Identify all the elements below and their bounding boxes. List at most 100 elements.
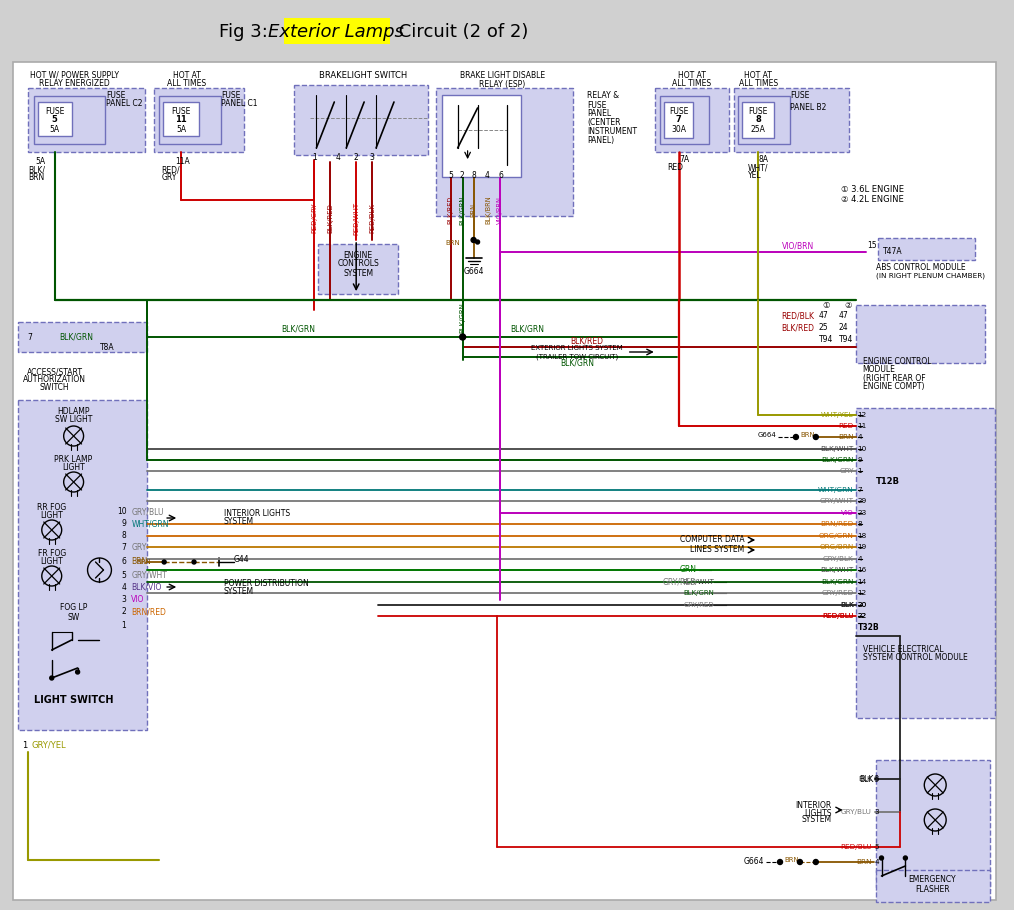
Text: ENGINE CONTROL: ENGINE CONTROL bbox=[863, 358, 931, 367]
Text: ② 4.2L ENGINE: ② 4.2L ENGINE bbox=[841, 196, 903, 205]
Circle shape bbox=[76, 670, 79, 674]
Text: 9: 9 bbox=[122, 520, 127, 529]
Text: GRY/BLU: GRY/BLU bbox=[841, 809, 872, 815]
Circle shape bbox=[50, 676, 54, 680]
Circle shape bbox=[879, 856, 883, 860]
Text: 15: 15 bbox=[868, 241, 877, 250]
Text: GRY/BLU: GRY/BLU bbox=[132, 508, 164, 517]
Text: 1: 1 bbox=[122, 622, 127, 631]
Text: 18: 18 bbox=[858, 533, 867, 539]
Text: SYSTEM: SYSTEM bbox=[224, 587, 254, 595]
Circle shape bbox=[813, 434, 818, 440]
Text: GRN: GRN bbox=[679, 565, 697, 574]
Text: BLK/GRN: BLK/GRN bbox=[459, 302, 465, 333]
Text: BLK/GRN: BLK/GRN bbox=[282, 325, 315, 333]
Text: BLK/GRN: BLK/GRN bbox=[821, 457, 854, 463]
Text: 4: 4 bbox=[122, 582, 127, 592]
Text: WHT/YEL: WHT/YEL bbox=[821, 412, 854, 418]
Text: GRY/RED: GRY/RED bbox=[821, 590, 854, 596]
Text: INTERIOR LIGHTS: INTERIOR LIGHTS bbox=[224, 510, 290, 519]
Text: ENGINE: ENGINE bbox=[344, 251, 373, 260]
Text: PANEL C1: PANEL C1 bbox=[221, 99, 258, 108]
Text: 8: 8 bbox=[858, 521, 862, 527]
Text: 12: 12 bbox=[858, 590, 867, 596]
Text: T47A: T47A bbox=[882, 248, 902, 257]
Text: BRN: BRN bbox=[784, 857, 799, 863]
Text: RED/BLU: RED/BLU bbox=[822, 613, 854, 619]
Bar bbox=[38, 102, 72, 136]
Text: 6: 6 bbox=[498, 170, 503, 179]
Text: 20: 20 bbox=[858, 602, 867, 608]
Circle shape bbox=[797, 860, 802, 864]
Text: GRY/YEL: GRY/YEL bbox=[31, 741, 67, 750]
Circle shape bbox=[903, 856, 908, 860]
Text: FUSE: FUSE bbox=[790, 92, 809, 100]
Text: WHT/GRN: WHT/GRN bbox=[132, 520, 168, 529]
Text: 6: 6 bbox=[873, 775, 878, 784]
Text: SYSTEM CONTROL MODULE: SYSTEM CONTROL MODULE bbox=[863, 653, 967, 662]
Text: MODULE: MODULE bbox=[863, 366, 895, 375]
Text: HDLAMP: HDLAMP bbox=[58, 408, 90, 417]
Text: LIGHT: LIGHT bbox=[41, 511, 63, 521]
Text: ABS CONTROL MODULE: ABS CONTROL MODULE bbox=[875, 264, 965, 272]
Text: FLASHER: FLASHER bbox=[915, 885, 949, 895]
Text: 8: 8 bbox=[122, 531, 127, 541]
Text: BLK/GRN: BLK/GRN bbox=[560, 359, 594, 368]
Text: 5: 5 bbox=[874, 844, 879, 850]
Text: ALL TIMES: ALL TIMES bbox=[672, 78, 711, 87]
Text: SYSTEM: SYSTEM bbox=[802, 815, 831, 824]
Text: VIO/BRN: VIO/BRN bbox=[498, 196, 503, 224]
Text: FUSE: FUSE bbox=[45, 106, 65, 116]
Bar bbox=[293, 85, 428, 155]
Text: SW LIGHT: SW LIGHT bbox=[55, 416, 92, 424]
Text: 47: 47 bbox=[839, 311, 849, 320]
Text: FUSE: FUSE bbox=[106, 92, 126, 100]
Text: BRN: BRN bbox=[839, 434, 854, 440]
Text: RED: RED bbox=[667, 164, 683, 173]
Text: FUSE: FUSE bbox=[221, 92, 240, 100]
Text: VIO: VIO bbox=[841, 510, 854, 516]
Text: 14: 14 bbox=[858, 579, 867, 585]
Text: GRY: GRY bbox=[132, 543, 147, 552]
Text: BLK/GRN: BLK/GRN bbox=[60, 332, 93, 341]
Text: Exterior Lamps: Exterior Lamps bbox=[269, 23, 405, 41]
Text: 7: 7 bbox=[122, 543, 127, 552]
Text: 8A: 8A bbox=[758, 156, 769, 165]
Text: 2: 2 bbox=[122, 608, 127, 616]
Text: BLK/GRN: BLK/GRN bbox=[510, 325, 545, 333]
Text: 22: 22 bbox=[858, 613, 867, 619]
Text: BLK/RED: BLK/RED bbox=[448, 196, 453, 224]
Text: 12: 12 bbox=[858, 412, 867, 418]
Text: 4: 4 bbox=[336, 154, 341, 163]
Text: 7: 7 bbox=[675, 116, 681, 125]
Text: (RIGHT REAR OF: (RIGHT REAR OF bbox=[863, 373, 925, 382]
Bar bbox=[442, 95, 521, 177]
Text: 5: 5 bbox=[52, 116, 58, 125]
Text: 5A: 5A bbox=[50, 125, 60, 134]
Text: T94: T94 bbox=[818, 336, 832, 345]
Text: G44: G44 bbox=[234, 555, 249, 564]
Text: VEHICLE ELECTRICAL: VEHICLE ELECTRICAL bbox=[863, 645, 943, 654]
Text: 10: 10 bbox=[117, 508, 127, 517]
Text: FUSE: FUSE bbox=[669, 107, 689, 116]
Text: 8: 8 bbox=[755, 116, 760, 125]
Bar bbox=[159, 96, 221, 144]
Text: HOT W/ POWER SUPPLY: HOT W/ POWER SUPPLY bbox=[30, 70, 119, 79]
Text: 7: 7 bbox=[26, 332, 31, 341]
Text: T94: T94 bbox=[839, 336, 853, 345]
Text: ORG/GRN: ORG/GRN bbox=[818, 533, 854, 539]
Text: LIGHT: LIGHT bbox=[62, 463, 85, 472]
Bar bbox=[734, 88, 849, 152]
Bar bbox=[875, 760, 990, 890]
Text: 1: 1 bbox=[858, 468, 862, 474]
Text: ALL TIMES: ALL TIMES bbox=[738, 78, 778, 87]
Circle shape bbox=[192, 560, 196, 564]
Text: 5: 5 bbox=[122, 571, 127, 580]
Text: ALL TIMES: ALL TIMES bbox=[167, 78, 207, 87]
Text: (CENTER: (CENTER bbox=[587, 118, 621, 127]
Text: INTERIOR: INTERIOR bbox=[796, 802, 831, 811]
Text: BLK/WHT: BLK/WHT bbox=[820, 567, 854, 573]
Text: HOT AT: HOT AT bbox=[744, 70, 772, 79]
Text: GRY/RED: GRY/RED bbox=[662, 578, 697, 587]
Bar bbox=[877, 238, 975, 260]
